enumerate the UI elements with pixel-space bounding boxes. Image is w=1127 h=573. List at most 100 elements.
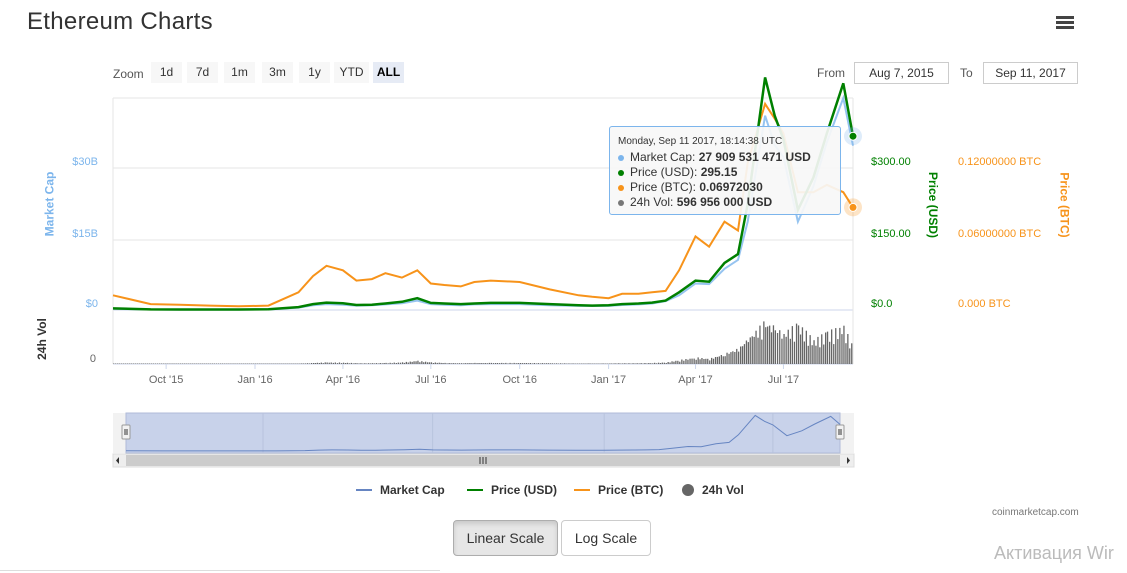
vol-tick: 0 — [90, 353, 96, 365]
linear-scale-button[interactable]: Linear Scale — [453, 520, 558, 556]
vol-bar — [246, 363, 248, 364]
vol-bar — [747, 342, 749, 364]
vol-bar — [734, 352, 736, 364]
vol-bar — [801, 327, 804, 364]
vol-bar — [185, 363, 187, 364]
vol-bar — [294, 363, 296, 364]
dot-swatch-icon — [682, 484, 694, 496]
line-swatch-icon — [356, 489, 372, 491]
vol-bar — [470, 363, 472, 364]
vol-bar — [476, 363, 478, 364]
vol-bar — [130, 363, 133, 364]
vol-bar — [691, 358, 693, 364]
vol-bar — [144, 363, 146, 364]
zoom-button-1m[interactable]: 1m — [224, 62, 255, 83]
vol-bar — [163, 363, 165, 364]
vol-bar — [675, 360, 677, 364]
vol-bar — [444, 362, 446, 364]
vol-bar — [535, 363, 537, 364]
vol-bar — [373, 363, 376, 364]
vol-bar — [377, 363, 379, 364]
hover-point-btc — [848, 202, 858, 212]
zoom-button-all[interactable]: ALL — [373, 62, 404, 83]
vol-bar — [209, 363, 211, 364]
divider — [0, 570, 440, 571]
vol-bar — [570, 363, 572, 364]
log-scale-button[interactable]: Log Scale — [561, 520, 651, 556]
from-date-input[interactable]: Aug 7, 2015 — [854, 62, 949, 84]
vol-bar — [626, 363, 628, 364]
vol-bar — [677, 360, 679, 364]
x-tick-label: Jan '16 — [237, 374, 272, 386]
zoom-button-3m[interactable]: 3m — [262, 62, 293, 83]
vol-bar — [195, 363, 197, 364]
vol-bar — [262, 363, 264, 364]
vol-bar — [576, 363, 578, 364]
vol-bar — [837, 339, 839, 364]
zoom-label: Zoom — [113, 67, 144, 81]
tooltip-value: 596 956 000 USD — [676, 195, 773, 209]
vol-bar — [472, 363, 474, 364]
vol-bar — [515, 363, 517, 364]
vol-bar — [122, 363, 125, 364]
vol-bar — [763, 321, 765, 364]
vol-bar — [352, 363, 354, 364]
vol-bar — [126, 363, 129, 364]
windows-activation-watermark: Активация Wir — [994, 543, 1114, 563]
vol-bar — [326, 362, 328, 364]
vol-bar — [140, 363, 143, 364]
vol-bar — [781, 338, 783, 364]
navigator-handle[interactable] — [121, 424, 131, 440]
vol-bar — [809, 335, 811, 364]
tooltip-row-usd: Price (USD): 295.15 — [618, 165, 737, 179]
vol-bar — [572, 363, 574, 364]
vol-bar — [655, 363, 658, 364]
vol-bar — [460, 363, 463, 364]
hamburger-menu-icon[interactable] — [1056, 16, 1074, 30]
vol-bar — [630, 363, 632, 364]
vol-bar — [217, 363, 220, 364]
zoom-button-ytd[interactable]: YTD — [334, 62, 369, 83]
vol-bar — [845, 343, 847, 364]
vol-bar — [657, 362, 660, 364]
legend-label: Price (USD) — [491, 483, 558, 497]
vol-bar — [831, 329, 833, 364]
to-label: To — [960, 66, 973, 80]
legend-24h-vol[interactable]: 24h Vol — [682, 483, 744, 497]
legend-price-btc[interactable]: Price (BTC) — [574, 483, 663, 497]
vol-bar — [360, 363, 362, 364]
to-date-input[interactable]: Sep 11, 2017 — [983, 62, 1078, 84]
vol-bar — [527, 363, 529, 364]
vol-bar — [711, 357, 713, 364]
tooltip-row-btc: Price (BTC): 0.06972030 — [618, 180, 763, 194]
vol-bar — [807, 345, 809, 364]
tooltip-value: 0.06972030 — [699, 180, 763, 194]
legend-label: 24h Vol — [702, 483, 744, 497]
navigator-series — [125, 414, 841, 452]
zoom-button-1d[interactable]: 1d — [151, 62, 182, 83]
vol-bar — [541, 363, 543, 364]
legend-price-usd[interactable]: Price (USD) — [467, 483, 557, 497]
vol-bar — [292, 363, 294, 364]
navigator-handle[interactable] — [835, 424, 845, 440]
vol-bar — [142, 363, 144, 364]
vol-bar — [612, 363, 614, 364]
vol-bar — [296, 363, 298, 364]
vol-bar — [683, 360, 685, 364]
legend-market-cap[interactable]: Market Cap — [356, 483, 445, 497]
vol-bar — [547, 363, 549, 364]
vol-bar — [336, 363, 339, 364]
zoom-button-1y[interactable]: 1y — [299, 62, 330, 83]
zoom-button-7d[interactable]: 7d — [187, 62, 218, 83]
vol-bar — [213, 363, 215, 364]
vol-bar — [232, 363, 234, 364]
bullet-icon — [618, 154, 624, 161]
vol-bar — [338, 362, 341, 364]
vol-bar — [448, 363, 450, 364]
vol-bar — [730, 352, 732, 364]
vol-bar — [415, 361, 417, 364]
tooltip-header: Monday, Sep 11 2017, 18:14:38 UTC — [618, 136, 783, 147]
credits-link[interactable]: coinmarketcap.com — [992, 507, 1079, 518]
vol-bar — [403, 362, 406, 364]
